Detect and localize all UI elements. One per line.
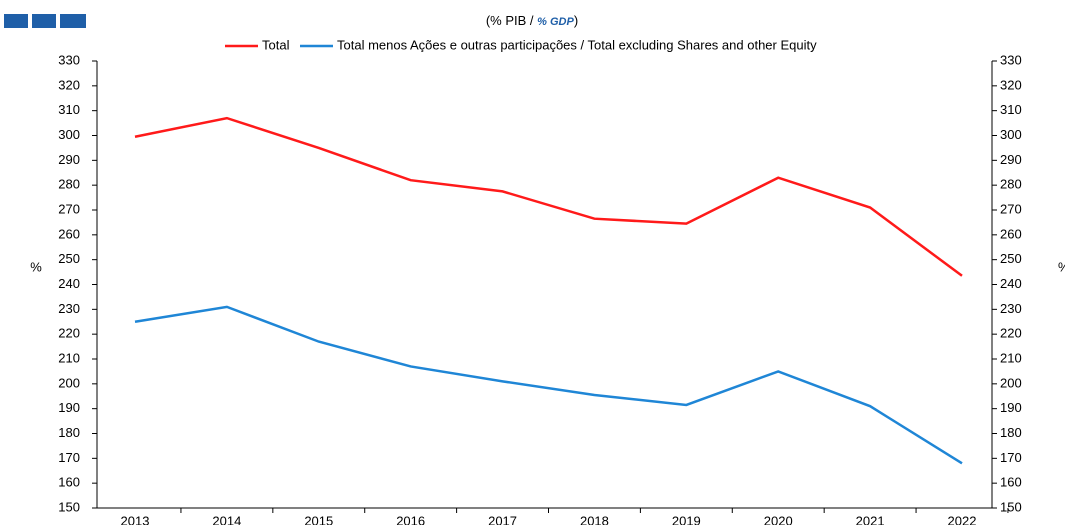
y-tick-label: 190	[58, 400, 80, 415]
y2-tick-label: 170	[1000, 450, 1022, 465]
y-tick-label: 240	[58, 276, 80, 291]
y2-tick-label: 270	[1000, 201, 1022, 216]
y2-tick-label: 200	[1000, 375, 1022, 390]
y2-tick-label: 260	[1000, 226, 1022, 241]
chart-title: (% PIB / % GDP)	[486, 13, 578, 28]
y2-tick-label: 160	[1000, 475, 1022, 490]
y2-tick-label: 210	[1000, 350, 1022, 365]
y2-tick-label: 290	[1000, 152, 1022, 167]
x-tick-label: 2013	[121, 513, 150, 525]
x-tick-label: 2016	[396, 513, 425, 525]
legend-label: Total	[262, 37, 290, 52]
x-tick-label: 2021	[856, 513, 885, 525]
x-tick-label: 2020	[764, 513, 793, 525]
y-tick-label: 290	[58, 152, 80, 167]
y2-tick-label: 150	[1000, 499, 1022, 514]
y-tick-label: 310	[58, 102, 80, 117]
x-tick-label: 2017	[488, 513, 517, 525]
y-tick-label: 180	[58, 425, 80, 440]
title-part: % GDP	[537, 16, 574, 28]
y2-tick-label: 310	[1000, 102, 1022, 117]
y-tick-label: 280	[58, 177, 80, 192]
y-tick-label: 150	[58, 499, 80, 514]
y2-tick-label: 300	[1000, 127, 1022, 142]
y-tick-label: 230	[58, 301, 80, 316]
y2-axis-label: %	[1058, 259, 1065, 274]
x-tick-label: 2015	[304, 513, 333, 525]
x-tick-label: 2022	[948, 513, 977, 525]
y-tick-label: 200	[58, 375, 80, 390]
series-line	[134, 116, 963, 277]
y-tick-label: 160	[58, 475, 80, 490]
y2-tick-label: 180	[1000, 425, 1022, 440]
x-tick-label: 2019	[672, 513, 701, 525]
y2-tick-label: 320	[1000, 77, 1022, 92]
y-tick-label: 210	[58, 350, 80, 365]
x-tick-label: 2014	[212, 513, 241, 525]
y-tick-label: 250	[58, 251, 80, 266]
y2-tick-label: 230	[1000, 301, 1022, 316]
legend-label: Total menos Ações e outras participações…	[337, 37, 817, 52]
y-tick-label: 300	[58, 127, 80, 142]
y-tick-label: 260	[58, 226, 80, 241]
y-axis-label: %	[30, 259, 42, 274]
y2-tick-label: 280	[1000, 177, 1022, 192]
y2-tick-label: 330	[1000, 52, 1022, 67]
title-part: )	[574, 13, 578, 28]
y2-tick-label: 250	[1000, 251, 1022, 266]
series-line	[134, 305, 963, 465]
logo-block	[4, 14, 28, 28]
logo-block	[32, 14, 56, 28]
y2-tick-label: 240	[1000, 276, 1022, 291]
y-tick-label: 170	[58, 450, 80, 465]
y-tick-label: 270	[58, 201, 80, 216]
y-tick-label: 320	[58, 77, 80, 92]
title-part: (% PIB /	[486, 13, 537, 28]
x-tick-label: 2018	[580, 513, 609, 525]
logo-block	[60, 14, 86, 28]
y-tick-label: 220	[58, 326, 80, 341]
y2-tick-label: 220	[1000, 326, 1022, 341]
y-tick-label: 330	[58, 52, 80, 67]
y2-tick-label: 190	[1000, 400, 1022, 415]
